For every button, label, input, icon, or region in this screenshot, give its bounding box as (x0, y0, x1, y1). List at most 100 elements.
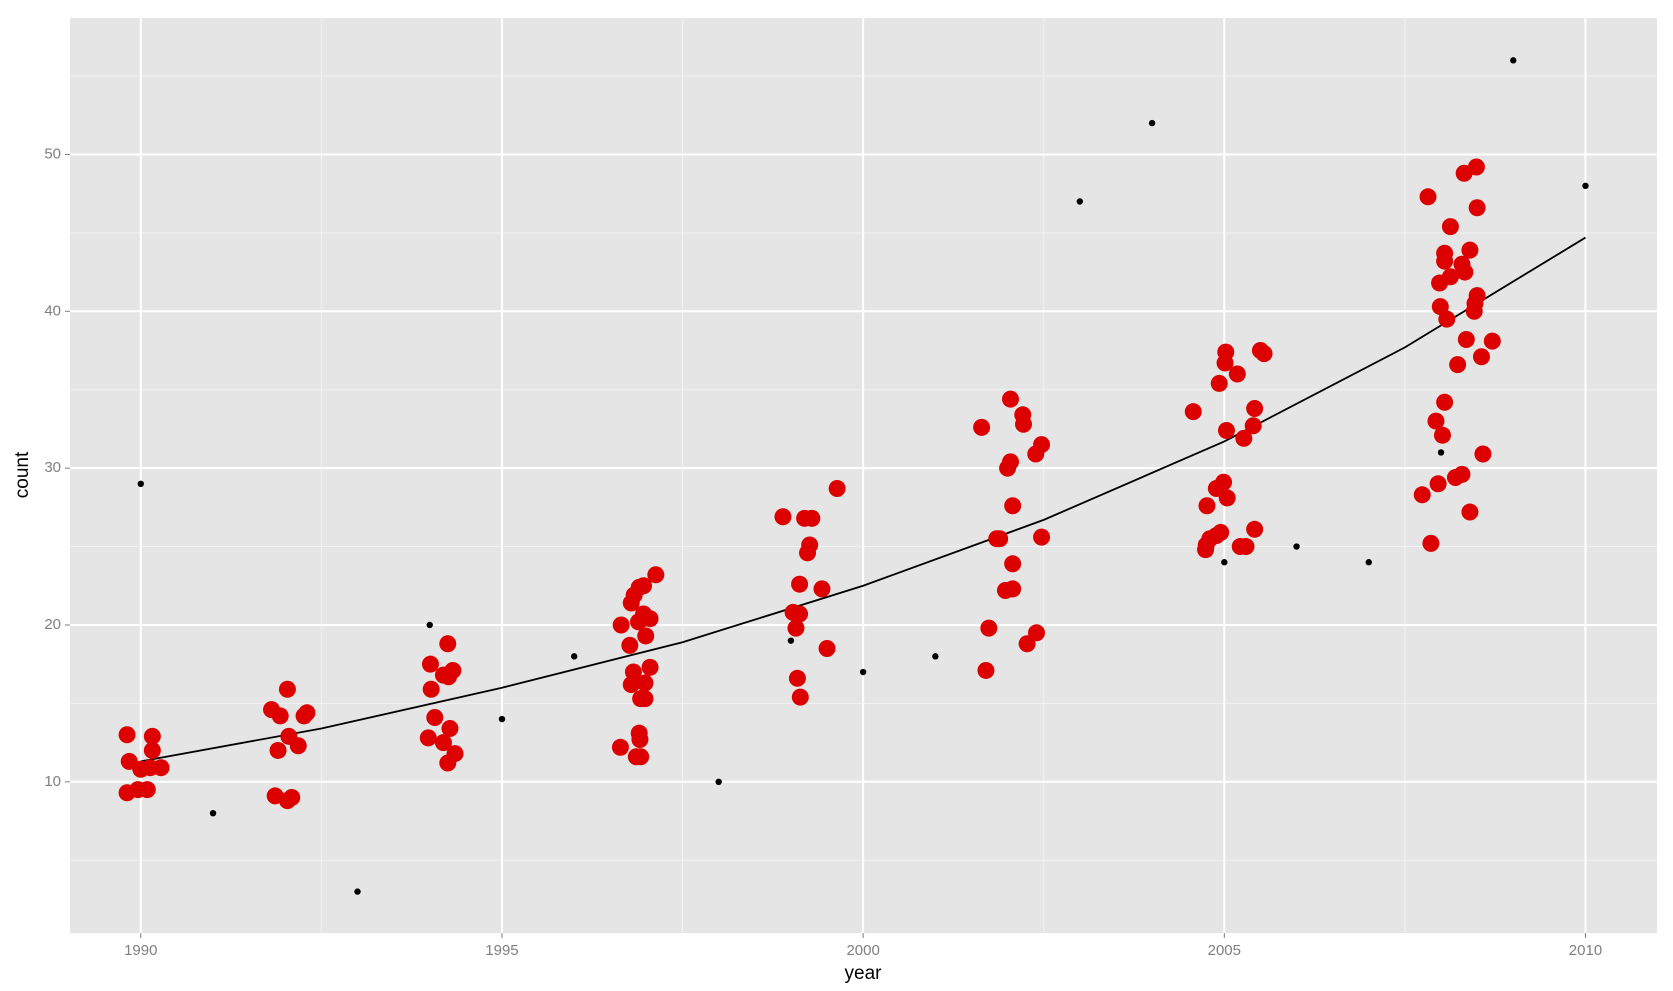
point (434, 734, 452, 752)
point (774, 508, 792, 526)
point (422, 680, 440, 698)
point (1218, 489, 1236, 507)
point (1217, 421, 1235, 439)
y-tick-label: 40 (44, 302, 61, 319)
point (1210, 374, 1228, 392)
y-tick-label: 10 (44, 773, 61, 790)
point (621, 636, 639, 654)
point (1436, 252, 1454, 270)
point (631, 730, 649, 748)
point (1429, 475, 1447, 493)
point (1436, 393, 1454, 411)
point (283, 788, 301, 806)
point (354, 888, 361, 895)
point (1446, 469, 1464, 487)
point (426, 621, 433, 629)
point (859, 668, 867, 676)
point (1474, 445, 1492, 463)
point (1148, 119, 1156, 127)
point (787, 637, 795, 644)
point (1438, 310, 1456, 328)
point (611, 738, 629, 756)
point (209, 809, 217, 817)
point (143, 741, 161, 759)
point (1001, 390, 1019, 408)
point (1431, 274, 1449, 292)
point (570, 653, 578, 660)
x-tick-label: 2005 (1208, 942, 1241, 959)
point (1004, 497, 1022, 515)
point (977, 661, 995, 679)
point (632, 748, 650, 766)
y-tick-label: 20 (44, 616, 61, 633)
point (996, 581, 1014, 599)
point (1413, 486, 1431, 504)
y-tick-label: 30 (44, 459, 61, 476)
point (426, 709, 444, 727)
x-tick-label: 1990 (124, 942, 157, 959)
point (715, 778, 722, 786)
point (138, 781, 156, 799)
fit-line (140, 236, 1586, 763)
point (439, 754, 457, 772)
point (1510, 57, 1517, 64)
point (803, 509, 821, 527)
point (1582, 182, 1589, 190)
point (641, 658, 659, 676)
point (1246, 520, 1264, 538)
point (1461, 241, 1479, 259)
point (813, 580, 831, 598)
point (932, 653, 939, 660)
point (791, 688, 809, 706)
x-tick-label: 1995 (485, 942, 518, 959)
point (1076, 198, 1084, 205)
point (1441, 218, 1459, 236)
x-axis-title: year (845, 963, 883, 984)
point (1221, 559, 1228, 566)
point (1228, 365, 1246, 383)
point (612, 616, 630, 634)
point (498, 715, 506, 723)
point (269, 741, 287, 759)
point (1246, 400, 1264, 418)
point (1437, 449, 1445, 456)
point (444, 661, 462, 679)
y-tick-label: 50 (44, 145, 61, 162)
point (647, 566, 665, 584)
point (1293, 543, 1300, 550)
point (1197, 541, 1215, 559)
point (635, 577, 653, 595)
point (1184, 403, 1202, 421)
point (788, 669, 806, 687)
point (1467, 158, 1485, 176)
point (1449, 356, 1467, 374)
point (1457, 331, 1475, 349)
point (828, 480, 846, 498)
point (818, 639, 836, 657)
point (641, 610, 659, 628)
point (1244, 417, 1262, 435)
point (152, 759, 170, 777)
point (1465, 302, 1483, 320)
x-tick-label: 2010 (1569, 942, 1602, 959)
point (271, 707, 289, 725)
point (636, 674, 654, 692)
point (1033, 528, 1051, 546)
point (441, 719, 459, 737)
point (1015, 415, 1033, 433)
point (1365, 559, 1372, 566)
point (1237, 538, 1255, 556)
point (421, 655, 439, 673)
y-axis-title: count (12, 451, 33, 498)
point (137, 480, 144, 488)
point (1235, 429, 1253, 447)
point (799, 544, 817, 562)
point (1027, 445, 1045, 463)
point (1427, 412, 1445, 430)
point (1419, 188, 1437, 206)
point (1461, 503, 1479, 521)
point (1456, 263, 1474, 281)
point (278, 680, 296, 698)
point (787, 619, 805, 637)
point (988, 530, 1006, 548)
